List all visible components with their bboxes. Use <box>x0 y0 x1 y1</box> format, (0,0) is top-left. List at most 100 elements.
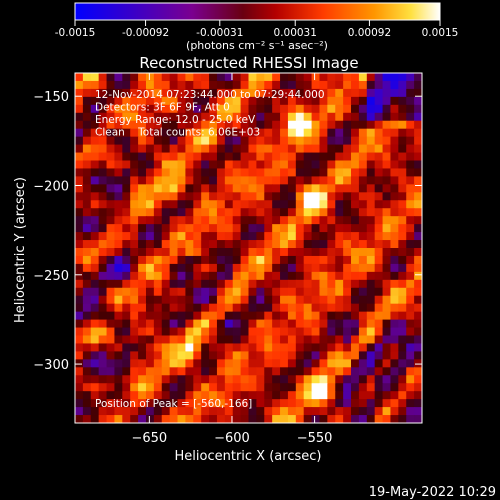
heatmap-pixel <box>382 327 392 337</box>
heatmap-pixel <box>145 104 155 114</box>
heatmap-pixel <box>161 279 171 289</box>
heatmap-pixel <box>90 184 100 193</box>
heatmap-pixel <box>319 367 328 376</box>
heatmap-pixel <box>216 383 226 392</box>
heatmap-pixel <box>161 200 171 209</box>
heatmap-pixel <box>382 343 392 352</box>
heatmap-pixel <box>358 343 368 352</box>
heatmap-pixel <box>177 240 187 249</box>
heatmap-pixel <box>153 232 163 241</box>
heatmap-pixel <box>351 216 360 225</box>
heatmap-pixel <box>248 88 257 98</box>
heatmap-pixel <box>193 80 202 90</box>
heatmap-pixel <box>185 136 194 146</box>
heatmap-pixel <box>390 391 399 400</box>
heatmap-pixel <box>287 335 297 345</box>
heatmap-pixel <box>153 351 163 360</box>
heatmap-pixel <box>280 216 289 225</box>
heatmap-pixel <box>335 104 344 114</box>
heatmap-pixel <box>374 415 384 423</box>
heatmap-pixel <box>145 80 155 90</box>
heatmap-pixel <box>169 327 179 337</box>
annotation-block: 12-Nov-2014 07:23:44.000 to 07:29:44.000… <box>95 89 325 139</box>
heatmap-pixel <box>106 160 116 170</box>
heatmap-pixel <box>256 399 265 408</box>
heatmap-pixel <box>414 407 422 416</box>
heatmap-pixel <box>75 383 84 392</box>
heatmap-pixel <box>232 383 242 392</box>
heatmap-pixel <box>90 255 100 265</box>
heatmap-pixel <box>185 160 194 170</box>
heatmap-pixel <box>248 367 257 376</box>
heatmap-pixel <box>327 88 336 98</box>
heatmap-pixel <box>327 168 336 177</box>
heatmap-pixel <box>82 248 92 257</box>
heatmap-pixel <box>414 271 422 281</box>
heatmap-pixel <box>272 327 281 337</box>
heatmap-pixel <box>335 351 344 360</box>
heatmap-pixel <box>390 375 399 384</box>
heatmap-pixel <box>327 263 336 273</box>
heatmap-pixel <box>335 184 344 193</box>
heatmap-pixel <box>406 391 415 400</box>
heatmap-pixel <box>240 399 250 408</box>
heatmap-pixel <box>90 176 100 185</box>
heatmap-pixel <box>75 240 84 249</box>
heatmap-pixel <box>224 359 234 368</box>
heatmap-pixel <box>303 208 313 217</box>
heatmap-pixel <box>82 367 92 376</box>
heatmap-pixel <box>232 73 242 82</box>
heatmap-pixel <box>366 192 376 201</box>
heatmap-pixel <box>248 327 257 337</box>
heatmap-pixel <box>335 152 344 162</box>
heatmap-pixel <box>98 128 108 138</box>
heatmap-pixel <box>382 184 392 193</box>
heatmap-pixel <box>390 208 399 217</box>
heatmap-pixel <box>264 208 273 217</box>
heatmap-pixel <box>272 311 281 321</box>
heatmap-pixel <box>138 184 147 193</box>
heatmap-pixel <box>130 327 139 337</box>
heatmap-pixel <box>319 240 328 249</box>
heatmap-pixel <box>82 287 92 297</box>
heatmap-pixel <box>303 200 313 209</box>
heatmap-pixel <box>75 263 84 273</box>
heatmap-pixel <box>287 415 297 423</box>
heatmap-pixel <box>414 287 422 297</box>
heatmap-pixel <box>114 152 123 162</box>
heatmap-pixel <box>398 351 407 360</box>
heatmap-pixel <box>153 208 163 217</box>
heatmap-pixel <box>272 375 281 384</box>
heatmap-pixel <box>240 248 250 257</box>
heatmap-pixel <box>303 120 313 130</box>
heatmap-pixel <box>319 319 328 329</box>
heatmap-pixel <box>248 200 257 209</box>
heatmap-pixel <box>185 383 194 392</box>
heatmap-pixel <box>414 335 422 345</box>
heatmap-pixel <box>295 415 305 423</box>
heatmap-pixel <box>264 407 273 416</box>
heatmap-pixel <box>82 144 92 154</box>
heatmap-pixel <box>153 96 163 106</box>
heatmap-pixel <box>82 88 92 98</box>
heatmap-pixel <box>114 399 123 408</box>
heatmap-pixel <box>161 168 171 177</box>
heatmap-pixel <box>169 399 179 408</box>
heatmap-pixel <box>216 303 226 313</box>
heatmap-pixel <box>319 96 328 106</box>
heatmap-pixel <box>106 415 116 423</box>
heatmap-pixel <box>161 240 171 249</box>
heatmap-pixel <box>280 224 289 233</box>
heatmap-pixel <box>414 96 422 106</box>
heatmap-pixel <box>145 248 155 257</box>
heatmap-pixel <box>193 279 202 289</box>
heatmap-pixel <box>130 192 139 201</box>
heatmap-pixel <box>351 232 360 241</box>
heatmap-pixel <box>398 327 407 337</box>
heatmap-pixel <box>280 343 289 352</box>
heatmap-pixel <box>287 391 297 400</box>
heatmap-pixel <box>75 351 84 360</box>
heatmap-pixel <box>343 399 352 408</box>
heatmap-pixel <box>311 303 321 313</box>
heatmap-pixel <box>98 383 108 392</box>
